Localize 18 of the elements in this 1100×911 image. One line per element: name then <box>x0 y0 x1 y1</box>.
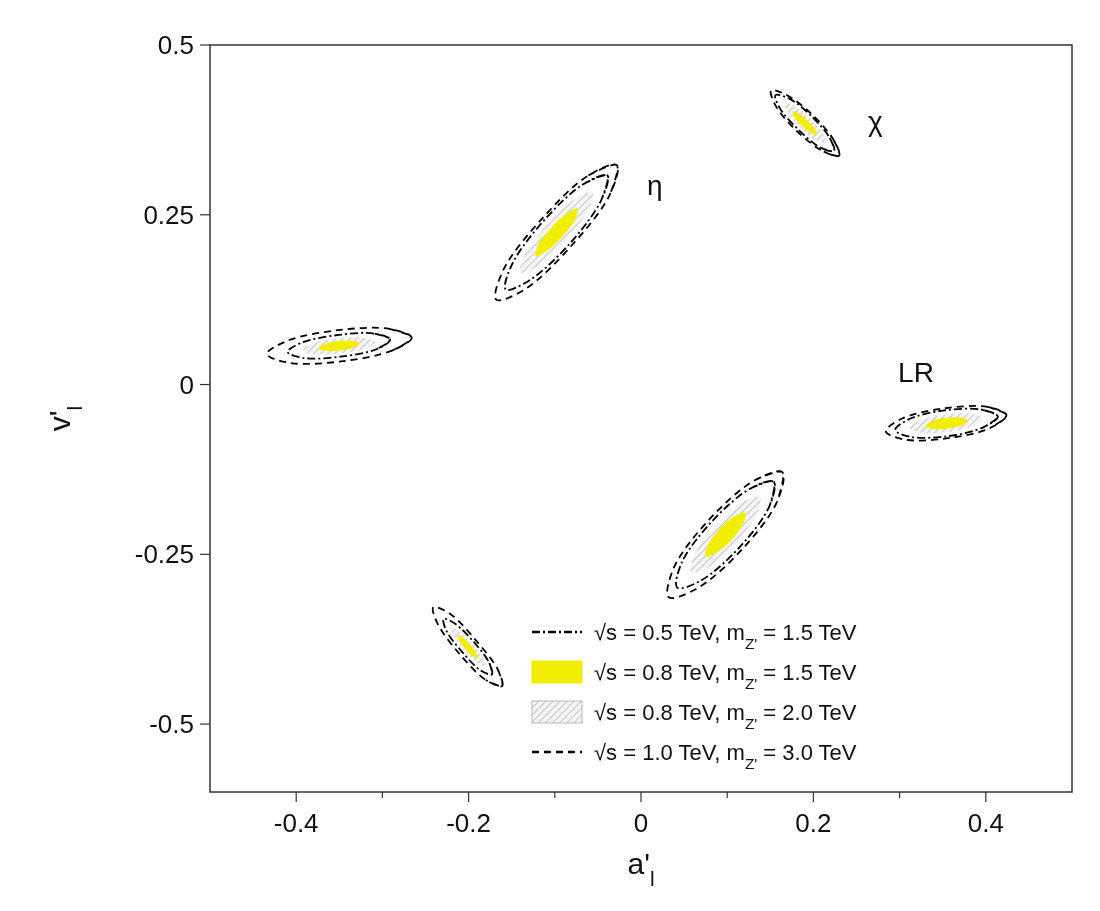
x-tick-label: 0.4 <box>967 808 1004 838</box>
x-axis-title: a'$_{l}$ <box>627 847 655 890</box>
annotation: η <box>647 169 663 201</box>
legend-label: √s = 1.0 TeV, m$_{Z'}$ = 3.0 TeV <box>594 740 857 772</box>
y-tick-label: -0.5 <box>149 709 194 740</box>
annotation: χ <box>868 106 884 138</box>
x-tick-label: 0 <box>633 808 649 838</box>
legend-label: √s = 0.8 TeV, m$_{Z'}$ = 1.5 TeV <box>594 660 857 692</box>
x-tick-label: -0.2 <box>446 808 492 838</box>
annotation: LR <box>898 357 934 388</box>
y-tick-label: 0.25 <box>143 199 194 230</box>
legend-label: √s = 0.8 TeV, m$_{Z'}$ = 2.0 TeV <box>594 700 857 732</box>
legend-label: √s = 0.5 TeV, m$_{Z'}$ = 1.5 TeV <box>594 620 857 652</box>
y-tick-label: -0.25 <box>134 539 194 570</box>
y-tick-label: 0.5 <box>157 30 194 60</box>
y-tick-label: 0 <box>179 369 194 400</box>
x-tick-label: 0.2 <box>795 808 832 838</box>
x-tick-label: -0.4 <box>273 808 319 838</box>
